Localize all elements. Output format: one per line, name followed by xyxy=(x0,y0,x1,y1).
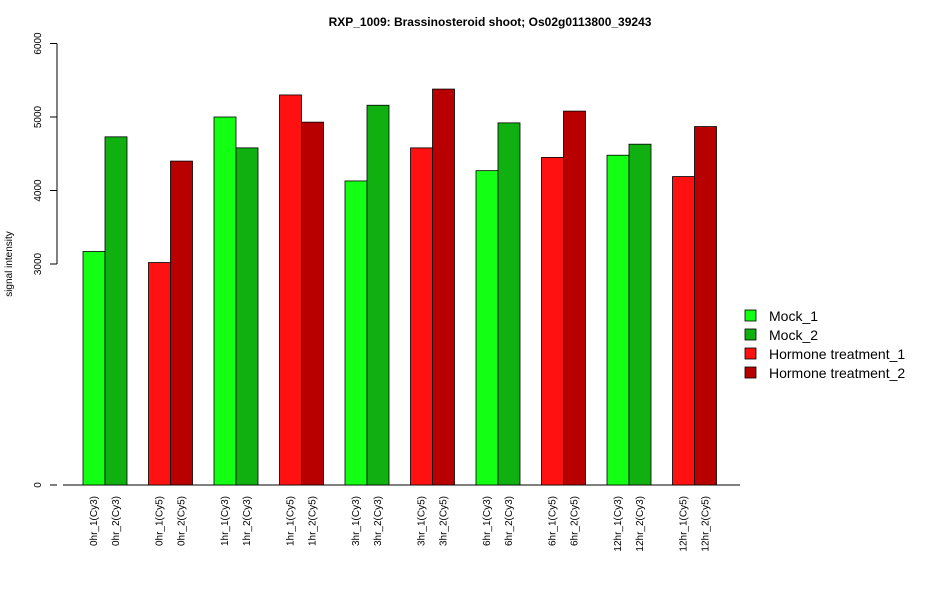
x-tick-label: 12hr_2(Cy3) xyxy=(635,496,646,552)
x-tick-label: 0hr_1(Cy5) xyxy=(155,496,166,546)
bar xyxy=(82,251,106,486)
x-tick-label: 6hr_2(Cy3) xyxy=(504,496,515,546)
y-axis-label: signal intensity xyxy=(4,231,15,297)
x-tick-label: 3hr_1(Cy3) xyxy=(351,496,362,546)
bar xyxy=(410,147,433,486)
x-tick-label: 1hr_1(Cy3) xyxy=(220,496,231,546)
y-tick-label: 0 xyxy=(33,482,44,488)
y-tick-label: 6000 xyxy=(33,32,44,55)
bar xyxy=(344,180,368,486)
x-tick-label: 6hr_2(Cy5) xyxy=(570,496,581,546)
bar xyxy=(497,122,521,486)
x-tick-label: 6hr_1(Cy5) xyxy=(548,496,559,546)
bar xyxy=(170,160,193,486)
bars-group xyxy=(82,88,717,486)
x-tick-label: 3hr_2(Cy3) xyxy=(373,496,384,546)
x-tick-labels: 0hr_1(Cy3) 0hr_2(Cy3) 0hr_1(Cy5) 0hr_2(Cy5)… xyxy=(89,496,712,552)
bar xyxy=(475,170,499,486)
legend-swatch xyxy=(744,309,757,322)
legend: Mock_1 Mock_2 Hormone treatment_1 Hormone t… xyxy=(744,308,905,381)
x-tick-label: 1hr_2(Cy3) xyxy=(242,496,253,546)
bar xyxy=(541,157,564,486)
bar xyxy=(148,262,171,486)
y-tick-label: 4000 xyxy=(33,179,44,202)
x-tick-label: 12hr_1(Cy3) xyxy=(613,496,624,552)
x-tick-label: 6hr_1(Cy3) xyxy=(482,496,493,546)
x-tick-label: 0hr_2(Cy5) xyxy=(177,496,188,546)
legend-label: Hormone treatment_1 xyxy=(769,346,905,362)
legend-swatch xyxy=(744,366,757,379)
bar xyxy=(279,94,302,486)
bar xyxy=(301,121,324,486)
legend-label: Mock_1 xyxy=(769,308,818,324)
bar xyxy=(213,116,237,486)
y-tick-label: 3000 xyxy=(33,252,44,275)
x-tick-label: 0hr_2(Cy3) xyxy=(111,496,122,546)
bar xyxy=(606,154,630,486)
bar xyxy=(104,136,128,486)
x-tick-label: 3hr_2(Cy5) xyxy=(439,496,450,546)
bar xyxy=(672,176,695,486)
x-tick-label: 12hr_2(Cy5) xyxy=(701,496,712,552)
bar xyxy=(628,143,652,486)
x-tick-label: 12hr_1(Cy5) xyxy=(679,496,690,552)
legend-swatch xyxy=(744,347,757,360)
legend-swatch xyxy=(744,328,757,341)
bar xyxy=(366,104,390,486)
bar xyxy=(432,88,455,486)
x-tick-label: 1hr_1(Cy5) xyxy=(286,496,297,546)
legend-label: Mock_2 xyxy=(769,327,818,343)
bar xyxy=(694,126,717,486)
x-tick-label: 3hr_1(Cy5) xyxy=(417,496,428,546)
bar xyxy=(563,110,586,486)
legend-label: Hormone treatment_2 xyxy=(769,365,905,381)
bar xyxy=(235,147,259,486)
chart-title: RXP_1009: Brassinosteroid shoot; Os02g01… xyxy=(329,15,652,29)
y-tick-label: 5000 xyxy=(33,105,44,128)
x-tick-label: 1hr_2(Cy5) xyxy=(308,496,319,546)
x-tick-label: 0hr_1(Cy3) xyxy=(89,496,100,546)
